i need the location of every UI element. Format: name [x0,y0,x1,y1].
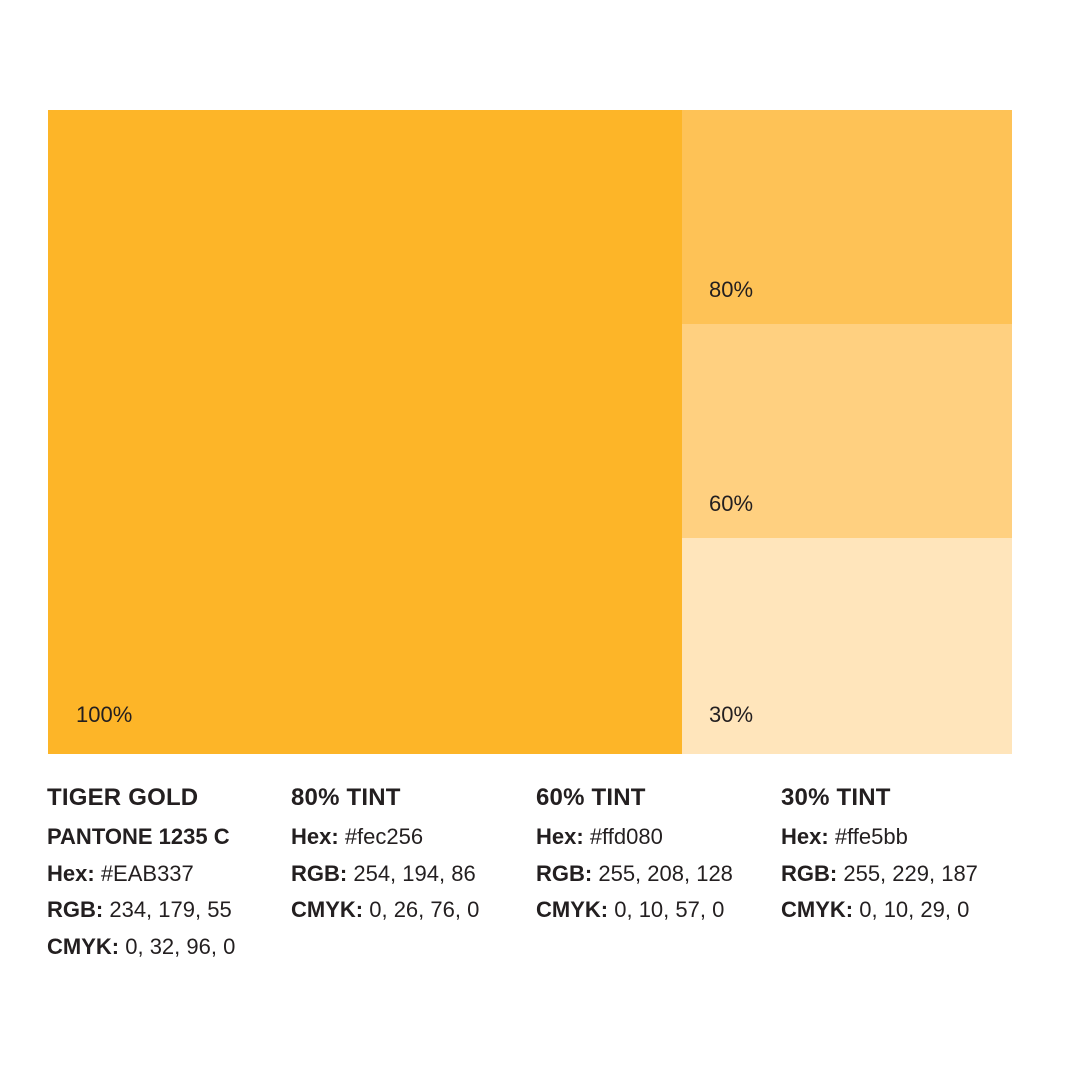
spec-tiger-gold: TIGER GOLD PANTONE 1235 C Hex: #EAB337 R… [47,784,287,965]
spec-tint-30: 30% TINT Hex: #ffe5bb RGB: 255, 229, 187… [781,784,1021,929]
spec-hex: Hex: #EAB337 [47,856,287,893]
spec-rgb-value: 234, 179, 55 [109,897,232,922]
spec-title: 60% TINT [536,784,646,811]
spec-cmyk: CMYK: 0, 26, 76, 0 [291,892,531,929]
spec-rgb: RGB: 254, 194, 86 [291,856,531,893]
spec-cmyk-value: 0, 10, 29, 0 [859,897,970,922]
spec-cmyk-value: 0, 32, 96, 0 [125,933,236,959]
spec-hex-value: #EAB337 [100,860,194,886]
spec-rgb-value: 254, 194, 86 [353,860,476,886]
spec-rgb-label: RGB: [781,860,838,886]
spec-cmyk-label: CMYK: [781,897,854,922]
spec-cmyk: CMYK: 0, 10, 29, 0 [781,892,1021,929]
spec-hex: Hex: #ffe5bb [781,819,1021,856]
spec-cmyk-value: 0, 10, 57, 0 [614,897,725,922]
spec-cmyk-value: 0, 26, 76, 0 [369,897,480,922]
spec-rgb-label: RGB: [536,860,593,886]
spec-pantone: PANTONE 1235 C [47,824,230,849]
swatch-tint-30: 30% [682,538,1012,754]
spec-cmyk-label: CMYK: [291,897,364,922]
spec-rgb-label: RGB: [47,897,104,922]
swatch-label-100: 100% [76,702,133,727]
spec-hex-value: #fec256 [344,824,424,849]
swatch-label-80: 80% [709,277,754,302]
swatch-label-30: 30% [709,702,754,727]
spec-rgb: RGB: 255, 208, 128 [536,856,776,893]
spec-hex-label: Hex: [536,824,584,849]
spec-rgb-value: 255, 229, 187 [843,860,978,886]
spec-cmyk: CMYK: 0, 32, 96, 0 [47,929,287,966]
spec-hex-label: Hex: [291,824,339,849]
spec-cmyk-label: CMYK: [47,933,120,959]
spec-hex: Hex: #fec256 [291,819,531,856]
spec-rgb: RGB: 255, 229, 187 [781,856,1021,893]
spec-rgb-label: RGB: [291,860,348,886]
spec-rgb: RGB: 234, 179, 55 [47,892,287,929]
spec-tint-60: 60% TINT Hex: #ffd080 RGB: 255, 208, 128… [536,784,776,929]
spec-cmyk-label: CMYK: [536,897,609,922]
swatch-tint-80: 80% [682,110,1012,324]
spec-tint-80: 80% TINT Hex: #fec256 RGB: 254, 194, 86 … [291,784,531,929]
spec-title: 80% TINT [291,784,401,811]
swatch-tint-60: 60% [682,324,1012,538]
spec-title: TIGER GOLD [47,784,199,811]
swatch-label-60: 60% [709,491,754,516]
spec-hex-value: #ffd080 [589,824,663,849]
spec-cmyk: CMYK: 0, 10, 57, 0 [536,892,776,929]
spec-hex-value: #ffe5bb [834,824,908,849]
swatch-tiger-gold-100: 100% [48,110,682,754]
spec-rgb-value: 255, 208, 128 [598,860,733,886]
spec-hex-label: Hex: [47,860,95,886]
spec-hex-label: Hex: [781,824,829,849]
spec-title: 30% TINT [781,784,891,811]
spec-hex: Hex: #ffd080 [536,819,776,856]
